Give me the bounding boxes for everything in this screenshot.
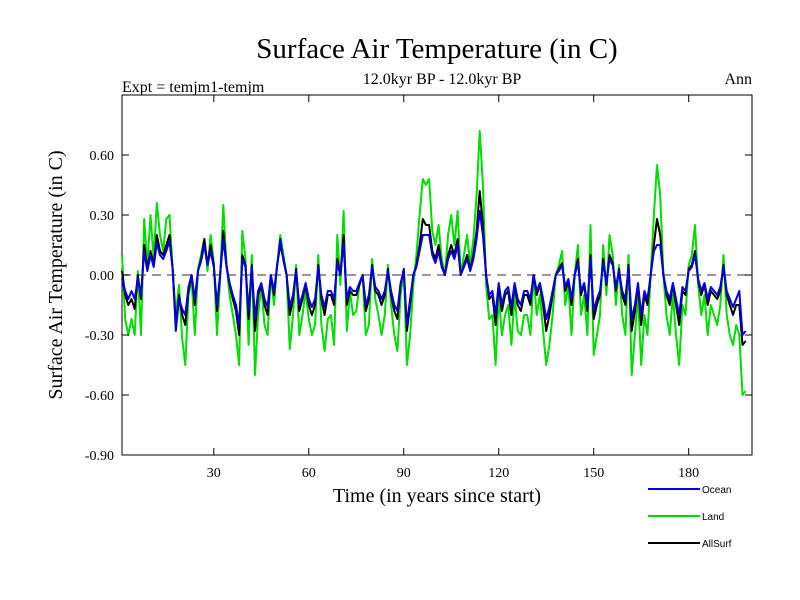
season-label: Ann bbox=[724, 71, 752, 88]
chart-title: Surface Air Temperature (in C) bbox=[256, 33, 617, 65]
y-tick-label: -0.60 bbox=[85, 389, 114, 404]
y-tick-label: 0.00 bbox=[90, 269, 115, 284]
y-axis: -0.90 -0.60 -0.30 0.00 0.30 0.60 bbox=[85, 149, 752, 464]
y-tick-label: 0.60 bbox=[90, 149, 115, 164]
series-line-ocean bbox=[121, 210, 747, 336]
x-tick-label: 60 bbox=[302, 466, 316, 481]
y-axis-label: Surface Air Temperature (in C) bbox=[45, 150, 67, 399]
experiment-label: Expt = temjm1-temjm bbox=[122, 79, 265, 96]
time-range-label: 12.0kyr BP - 12.0kyr BP bbox=[363, 71, 522, 88]
x-axis-label: Time (in years since start) bbox=[333, 485, 541, 507]
x-tick-label: 120 bbox=[488, 466, 509, 481]
x-tick-label: 180 bbox=[678, 466, 699, 481]
series-layer bbox=[121, 130, 747, 396]
legend: Ocean Land AllSurf bbox=[648, 485, 732, 550]
legend-label-ocean: Ocean bbox=[702, 485, 731, 496]
legend-label-land: Land bbox=[702, 512, 724, 523]
y-tick-label: -0.30 bbox=[85, 329, 114, 344]
x-tick-label: 30 bbox=[207, 466, 221, 481]
x-tick-label: 90 bbox=[397, 466, 411, 481]
x-axis: 30 60 90 120 150 180 bbox=[207, 95, 699, 481]
x-tick-label: 150 bbox=[583, 466, 604, 481]
y-tick-label: 0.30 bbox=[90, 209, 115, 224]
legend-label-allsurf: AllSurf bbox=[702, 539, 732, 550]
y-tick-label: -0.90 bbox=[85, 449, 114, 464]
